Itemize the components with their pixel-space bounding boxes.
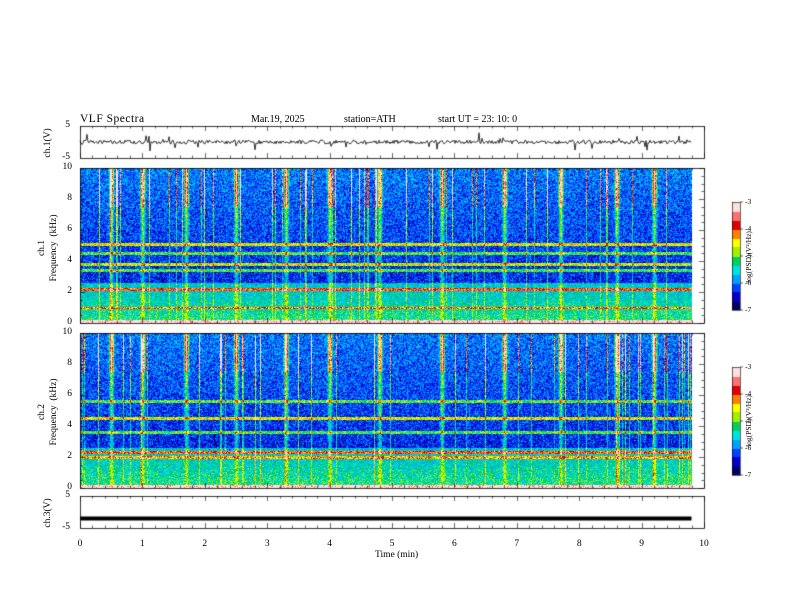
y-tick-label: 5	[65, 120, 70, 130]
figure-title: VLF Spectra	[80, 113, 145, 125]
colorbar-tick-label: -4	[745, 389, 752, 398]
freq-tick-label: 2	[67, 286, 72, 296]
x-tick-label: 4	[327, 539, 332, 549]
freq-tick-label: 8	[67, 358, 72, 368]
colorbar-tick-label: -5	[745, 251, 752, 260]
station-label: station=ATH	[344, 114, 396, 125]
y-tick-label: -5	[62, 152, 70, 162]
freq-tick-label: 6	[67, 389, 72, 399]
freq-tick-label: 6	[67, 224, 72, 234]
x-tick-label: 2	[202, 539, 208, 549]
x-tick-label: 6	[452, 539, 457, 549]
x-tick-label: 0	[77, 539, 83, 549]
x-tick-label: 3	[264, 539, 270, 549]
x-tick-label: 1	[140, 539, 145, 549]
freq-tick-label: 4	[67, 255, 72, 265]
ch1-frequency-ylabel: ch.1 Frequency (kHz)	[37, 214, 59, 282]
colorbar-tick-label: -7	[745, 470, 752, 479]
freq-tick-label: 8	[67, 193, 72, 203]
freq-tick-label: 10	[62, 162, 73, 172]
ch1-voltage-ylabel: ch.1(V)	[43, 128, 53, 158]
x-axis-label: Time (min)	[375, 550, 419, 560]
date-label: Mar.19, 2025	[251, 114, 305, 125]
y-tick-label: 5	[65, 490, 70, 500]
x-tick-label: 7	[514, 539, 520, 549]
colorbar-tick-label: -4	[745, 224, 752, 233]
colorbar-tick-label: -7	[745, 305, 752, 314]
ch2-frequency-ylabel: ch.2 Frequency (kHz)	[37, 378, 59, 446]
colorbar-tick-label: -6	[745, 443, 752, 452]
colorbar-tick-label: -6	[745, 278, 752, 287]
start-time-label: start UT = 23: 10: 0	[438, 114, 518, 125]
ch3-voltage-ylabel: ch.3(V)	[43, 498, 53, 528]
freq-tick-label: 2	[67, 451, 72, 461]
freq-tick-label: 10	[62, 327, 73, 337]
colorbar-tick-label: -5	[745, 416, 752, 425]
freq-tick-label: 0	[67, 482, 72, 492]
colorbar-tick-label: -3	[745, 362, 752, 371]
x-tick-label: 5	[389, 539, 395, 549]
x-tick-label: 8	[576, 539, 582, 549]
y-tick-label: -5	[62, 522, 70, 532]
colorbar-tick-label: -3	[745, 197, 752, 206]
x-tick-label: 10	[699, 539, 709, 549]
freq-tick-label: 0	[67, 317, 72, 327]
freq-tick-label: 4	[67, 420, 72, 430]
x-tick-label: 9	[639, 539, 644, 549]
